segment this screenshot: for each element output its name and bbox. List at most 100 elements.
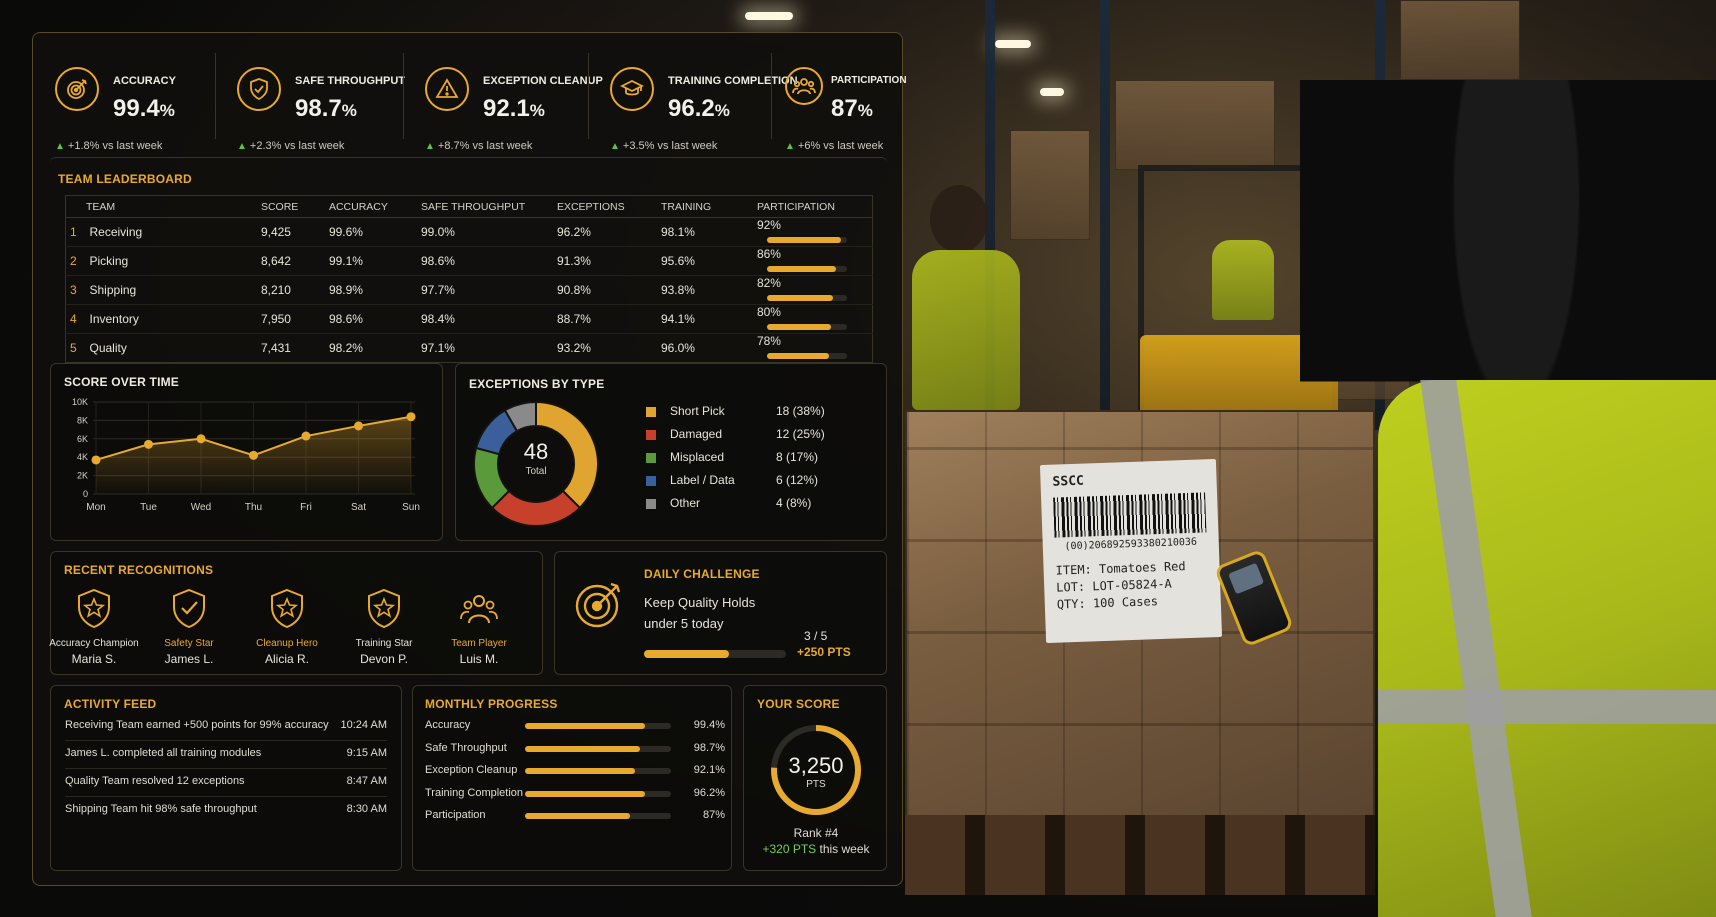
kpi-value: 99.4% (113, 95, 175, 122)
x-tick-label: Thu (245, 502, 262, 513)
team-exceptions: 88.7% (556, 304, 661, 334)
column-header[interactable]: PARTICIPATION (756, 195, 873, 218)
challenge-progress-bar (644, 650, 786, 658)
legend-swatch (646, 407, 656, 417)
team-rank: 2 (65, 246, 90, 276)
leaderboard-title: TEAM LEADERBOARD (58, 172, 192, 186)
shield-check-icon (237, 67, 281, 111)
recognition-badge[interactable]: Cleanup Hero Alicia R. (242, 587, 332, 666)
data-point[interactable] (144, 439, 153, 449)
progress-fill (644, 650, 730, 658)
participation-bar (766, 236, 847, 243)
worker-background (912, 250, 1020, 410)
label-barcode-number: (00)206892593380210036 (1064, 536, 1198, 553)
shelf-boxes (1010, 130, 1090, 240)
donut-slice[interactable] (503, 400, 537, 433)
column-header[interactable]: EXCEPTIONS (556, 195, 661, 218)
legend-value: 18 (38%) (776, 404, 825, 418)
team-rank: 5 (70, 341, 77, 355)
leaderboard-row[interactable]: 1 Receiving 9,425 99.6% 99.0% 96.2% 98.1% 92% (65, 217, 873, 247)
y-tick-label: 6K (77, 434, 88, 444)
graduation-cap-icon (610, 67, 654, 111)
recognition-badge[interactable]: Team Player Luis M. (434, 587, 524, 666)
leaderboard-row[interactable]: 5 Quality 7,431 98.2% 97.1% 93.2% 96.0% 78% (66, 334, 873, 363)
progress-label: Accuracy (425, 719, 471, 731)
progress-bar (525, 790, 671, 797)
kpi-exception-cleanup[interactable]: EXCEPTION CLEANUP 92.1% ▲ +8.7% vs last w… (403, 49, 603, 152)
progress-value: 96.2% (693, 786, 725, 799)
activity-item[interactable]: James L. completed all training modules 9… (65, 739, 387, 769)
daily-challenge[interactable]: DAILY CHALLENGE Keep Quality Holds under… (554, 551, 887, 675)
data-point[interactable] (354, 421, 363, 431)
team-rank: 3 (65, 275, 90, 305)
leaderboard-row[interactable]: 2 Picking 8,642 99.1% 98.6% 91.3% 95.6% 86% (65, 246, 873, 276)
y-tick-label: 2K (77, 471, 88, 481)
progress-item: Accuracy 99.4% (425, 715, 725, 739)
y-tick-label: 0 (83, 489, 88, 499)
kpi-accuracy[interactable]: ACCURACY 99.4% ▲ +1.8% vs last week (33, 49, 213, 152)
progress-label: Exception Cleanup (425, 764, 518, 776)
leaderboard-row[interactable]: 3 Shipping 8,210 98.9% 97.7% 90.8% 93.8% 82% (65, 275, 873, 305)
safety-vest (1378, 380, 1716, 917)
data-point[interactable] (91, 455, 101, 465)
progress-fill (525, 745, 641, 752)
progress-label: Participation (425, 809, 486, 821)
progress-item: Exception Cleanup 92.1% (425, 760, 725, 784)
column-header[interactable]: TEAM (65, 195, 261, 218)
recognition-badge[interactable]: Safety Star James L. (144, 587, 234, 666)
activity-item[interactable]: Receiving Team earned +500 points for 99… (65, 711, 387, 741)
kpi-participation[interactable]: PARTICIPATION 87% ▲ +6% vs last week (771, 49, 907, 152)
column-header[interactable]: SCORE (260, 195, 329, 218)
participation-bar-fill (766, 323, 831, 330)
kpi-value: 92.1% (483, 95, 545, 122)
activity-text: Quality Team resolved 12 exceptions (65, 775, 245, 787)
team-score: 8,642 (260, 246, 329, 276)
leaderboard-header: TEAM SCORE ACCURACY SAFE THROUGHPUT EXCE… (65, 195, 873, 218)
challenge-title: DAILY CHALLENGE (644, 567, 760, 581)
activity-item[interactable]: Quality Team resolved 12 exceptions 8:47 … (65, 767, 387, 797)
kpi-training-completion[interactable]: TRAINING COMPLETION 96.2% ▲ +3.5% vs last… (588, 49, 798, 152)
score-over-time-chart: SCORE OVER TIME 0 2K 4K 6K 8K 10K Mon Tue Wed Thu… (50, 363, 443, 541)
x-tick-label: Mon (86, 502, 105, 513)
label-sscc: SSCC (1052, 473, 1085, 490)
kpi-delta: ▲ +2.3% vs last week (237, 140, 345, 152)
column-header[interactable]: TRAINING (660, 195, 757, 218)
shelf-boxes (1115, 80, 1275, 170)
recognition-badge[interactable]: Accuracy Champion Maria S. (49, 587, 139, 666)
arrow-up-icon: ▲ (610, 141, 620, 152)
recognitions-title: RECENT RECOGNITIONS (64, 563, 214, 577)
team-accuracy: 99.6% (328, 217, 421, 247)
your-score-unit: PTS (806, 779, 826, 790)
legend-swatch (646, 476, 656, 486)
progress-fill (525, 790, 645, 797)
progress-item: Training Completion 96.2% (425, 783, 725, 807)
team-score: 7,431 (260, 341, 291, 355)
donut-total: 48 (523, 439, 549, 464)
recognition-name: Maria S. (71, 652, 117, 666)
line-chart-svg: 0 2K 4K 6K 8K 10K Mon Tue Wed Thu Fri Sat Sun (72, 397, 420, 513)
donut-slice[interactable] (535, 400, 599, 510)
your-score-title: YOUR SCORE (757, 697, 840, 711)
ceiling-light (1040, 88, 1064, 96)
data-point[interactable] (249, 450, 258, 460)
rack-upright (1100, 0, 1110, 430)
data-point[interactable] (301, 431, 311, 441)
data-point[interactable] (406, 412, 416, 422)
data-point[interactable] (196, 434, 206, 444)
leaderboard-row[interactable]: 4 Inventory 7,950 98.6% 98.4% 88.7% 94.1% 80% (65, 304, 873, 334)
recognition-badge[interactable]: Training Star Devon P. (339, 587, 429, 666)
kpi-safe-throughput[interactable]: SAFE THROUGHPUT 98.7% ▲ +2.3% vs last wee… (215, 49, 405, 152)
progress-item: Safe Throughput 98.7% (425, 738, 725, 762)
legend-swatch (646, 499, 656, 509)
recognition-title: Team Player (451, 638, 507, 649)
kpi-value: 96.2% (668, 95, 730, 122)
participation-bar (766, 294, 847, 301)
column-header[interactable]: SAFE THROUGHPUT (420, 195, 557, 218)
legend-label: Label / Data (670, 473, 735, 487)
donut-hole (499, 427, 573, 501)
exceptions-by-type: EXCEPTIONS BY TYPE 48 Total Short Pick 18… (455, 363, 887, 541)
shipping-label: SSCC (00)206892593380210036 ITEM: Tomato… (1039, 458, 1223, 644)
activity-item[interactable]: Shipping Team hit 98% safe throughput 8:3… (65, 795, 387, 825)
column-header[interactable]: ACCURACY (328, 195, 421, 218)
activity-feed: ACTIVITY FEED Receiving Team earned +500… (50, 685, 402, 871)
